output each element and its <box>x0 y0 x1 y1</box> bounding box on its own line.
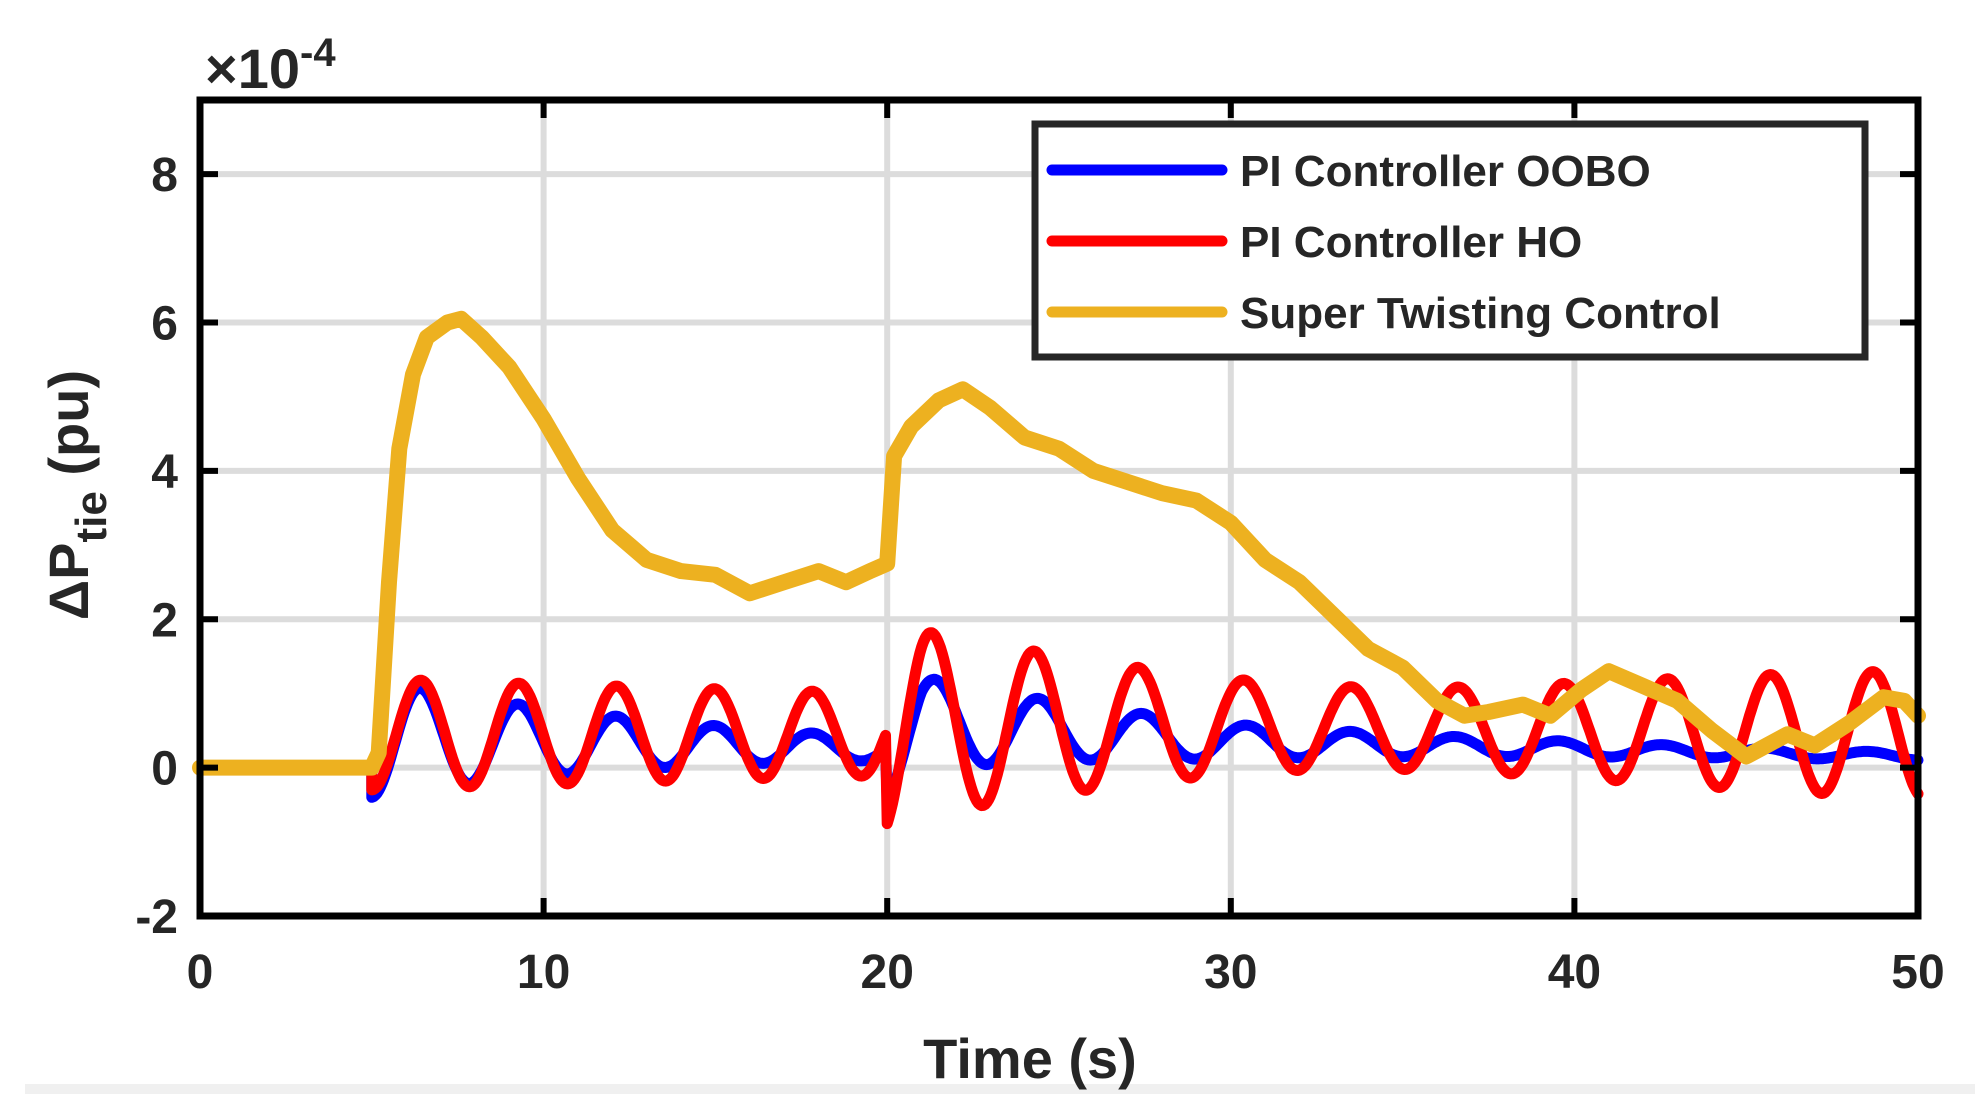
tick-marks <box>197 100 1921 919</box>
series-line-pi-oobo <box>194 673 1924 806</box>
x-tick-label: 20 <box>861 946 914 999</box>
x-tick-label: 0 <box>187 946 214 999</box>
legend: PI Controller OOBO PI Controller HO Supe… <box>1031 120 1869 361</box>
legend-label-stc: Super Twisting Control <box>1240 289 1721 338</box>
y-tick-label: -2 <box>135 891 178 944</box>
y-axis-label: ΔPtie (pu) <box>37 370 116 620</box>
figure-bottom-strip <box>25 1084 1975 1094</box>
legend-label-oobo: PI Controller OOBO <box>1240 147 1651 196</box>
y-tick-label: 6 <box>151 298 178 351</box>
x-tick-label: 10 <box>517 946 570 999</box>
series-line-super-twisting <box>192 310 1926 776</box>
y-tick-label: 2 <box>151 594 178 647</box>
y-tick-label: 0 <box>151 743 178 796</box>
data-series <box>192 310 1926 830</box>
legend-label-ho: PI Controller HO <box>1240 218 1582 267</box>
y-multiplier: ×10-4 <box>205 31 336 100</box>
axes-box <box>196 96 1922 920</box>
x-tick-label: 40 <box>1548 946 1601 999</box>
y-tick-label: 4 <box>151 446 178 499</box>
y-tick-label: 8 <box>151 149 178 202</box>
x-tick-label: 30 <box>1204 946 1257 999</box>
x-axis-label: Time (s) <box>923 1027 1137 1090</box>
x-tick-label: 50 <box>1891 946 1944 999</box>
